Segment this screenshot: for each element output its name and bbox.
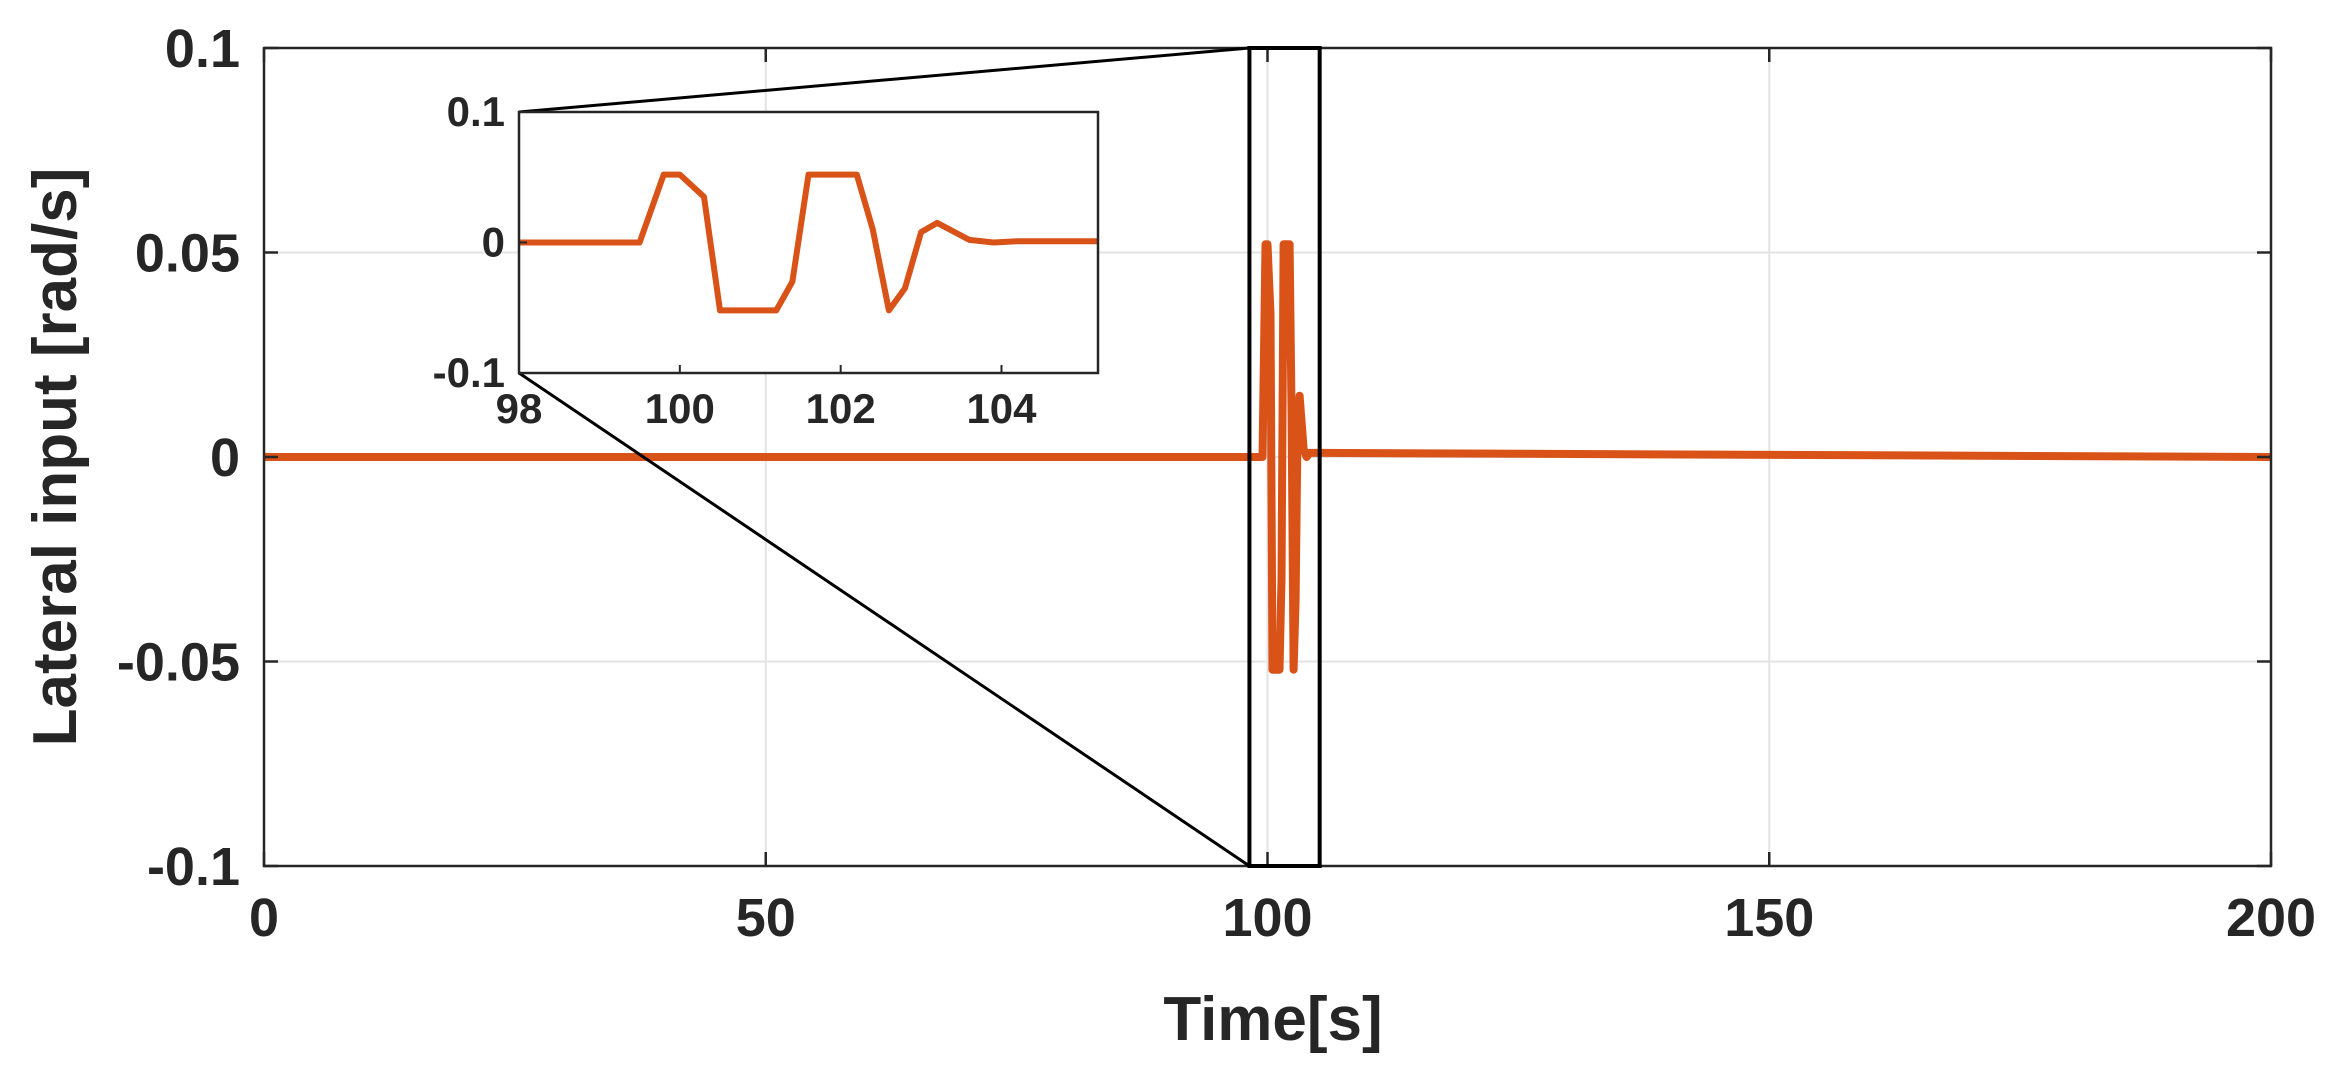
inset-y-tick-label: 0	[482, 219, 505, 266]
zoom-indicator	[518, 46, 1322, 868]
y-tick-label: 0	[210, 428, 240, 488]
inset-x-tick-label: 102	[806, 385, 876, 432]
inset-x-tick-label: 104	[966, 385, 1037, 432]
x-tick-label: 0	[249, 888, 279, 948]
main-axes: 0 50 100 150 200 -0.1 -0.05 0 0.05 0.1	[117, 19, 2316, 948]
y-tick-label: -0.05	[117, 633, 240, 693]
x-tick-label: 200	[2226, 888, 2316, 948]
inset-y-tick-label: 0.1	[447, 88, 505, 135]
x-axis-title: Time[s]	[1163, 985, 1382, 1054]
inset-series-line	[519, 171, 1098, 314]
x-tick-label: 50	[736, 888, 796, 948]
main-series	[264, 240, 2272, 674]
inset-x-tick-label: 100	[645, 385, 715, 432]
y-tick-label: -0.1	[147, 837, 240, 897]
zoom-box	[1247, 46, 1322, 868]
y-tick-label: 0.05	[135, 224, 240, 284]
zoom-connector-line	[518, 371, 1251, 868]
y-axis-title: Lateral input [rad/s]	[21, 168, 90, 747]
y-tick-label: 0.1	[165, 19, 240, 79]
inset-y-tick-label: -0.1	[433, 349, 505, 396]
series-line	[264, 240, 2272, 674]
inset-x-tick-label: 98	[496, 385, 543, 432]
x-tick-label: 150	[1724, 888, 1814, 948]
x-tick-label: 100	[1222, 888, 1312, 948]
zoom-connector-line	[518, 46, 1250, 114]
inset-plot: 98 100 102 104 -0.1 0 0.1	[433, 88, 1100, 432]
